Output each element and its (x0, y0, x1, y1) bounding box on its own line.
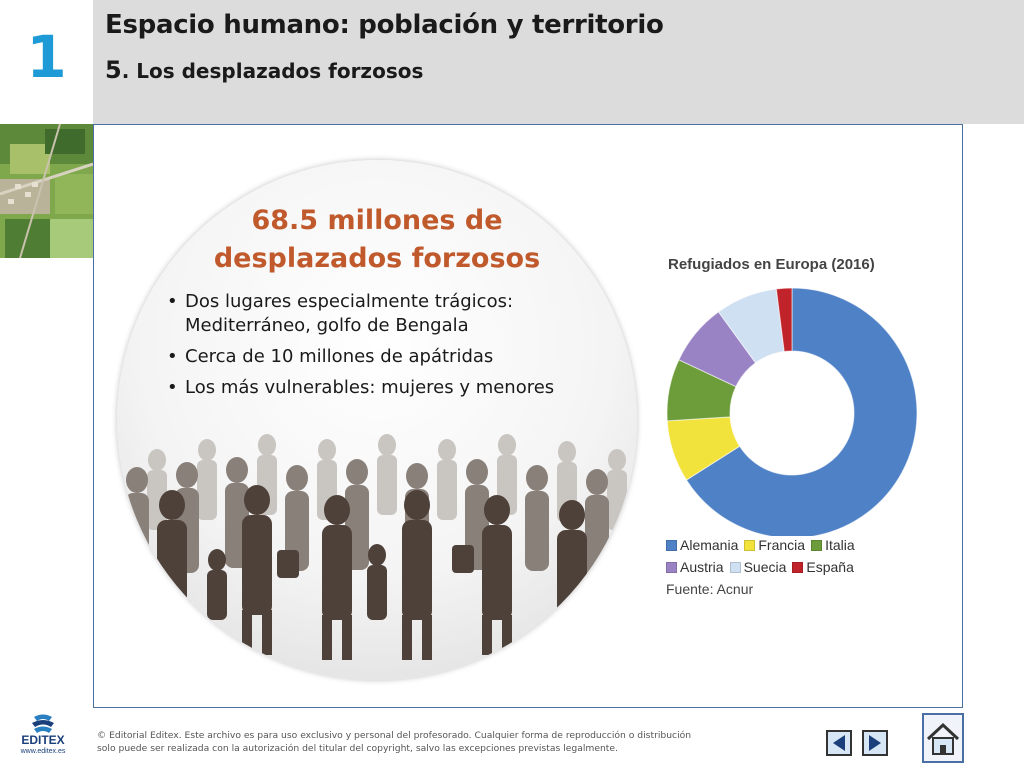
legend-swatch (744, 539, 756, 551)
bullet-item: Dos lugares especialmente trágicos: Medi… (167, 290, 607, 338)
header-bar: Espacio humano: población y territorio 5… (93, 0, 1024, 124)
legend-item-austria: Austria (666, 559, 724, 575)
illustration-circle: 68.5 millones de desplazados forzosos Do… (117, 160, 637, 680)
copyright-line-1: © Editorial Editex. Este archivo es para… (97, 730, 692, 741)
legend-swatch (811, 539, 823, 551)
legend-row: Alemania Francia Italia (666, 534, 926, 556)
section-title: . Los desplazados forzosos (121, 59, 424, 83)
legend-item-suecia: Suecia (729, 559, 787, 575)
legend-label: Italia (825, 537, 855, 553)
legend-swatch (666, 539, 677, 551)
logo-text: EDITEX (21, 733, 65, 747)
legend-swatch (666, 561, 677, 573)
chapter-badge: 1 (0, 0, 93, 124)
next-slide-button[interactable] (862, 730, 888, 756)
legend-row: Austria Suecia España (666, 556, 926, 578)
legend-item-francia: Francia (744, 537, 805, 553)
page-title: Espacio humano: población y territorio (105, 10, 664, 40)
legend-label: Suecia (743, 559, 787, 575)
previous-slide-button[interactable] (826, 730, 852, 756)
editex-logo: EDITEX www.editex.es (12, 713, 74, 763)
donut-chart (666, 287, 918, 536)
chapter-number: 1 (26, 23, 67, 91)
arrow-right-icon (869, 735, 881, 751)
legend-label: Francia (758, 537, 806, 553)
legend-label: España (806, 559, 854, 575)
copyright-line-2: solo puede ser realizada con la autoriza… (97, 743, 618, 754)
donut-slice-alemania (685, 287, 918, 536)
legend-label: Austria (680, 559, 724, 575)
chart-title: Refugiados en Europa (2016) (668, 256, 875, 273)
landscape-photo (0, 124, 93, 258)
logo-mark-icon (32, 714, 54, 733)
headline-line-1: 68.5 millones de (251, 205, 503, 236)
home-icon (926, 722, 960, 755)
chart-legend: Alemania Francia Italia Austria Suecia España (666, 534, 926, 578)
legend-item-alemania: Alemania (666, 537, 738, 553)
section-number: 5 (105, 56, 122, 84)
section-subtitle: 5. Los desplazados forzosos (105, 56, 423, 84)
chart-source: Fuente: Acnur (666, 581, 754, 597)
legend-item-italia: Italia (811, 537, 855, 553)
bullet-item: Cerca de 10 millones de apátridas (167, 345, 607, 369)
headline: 68.5 millones de desplazados forzosos (117, 202, 637, 278)
logo-url: www.editex.es (20, 748, 66, 755)
legend-item-españa: España (792, 559, 854, 575)
home-button[interactable] (922, 713, 964, 763)
arrow-left-icon (833, 735, 845, 751)
legend-swatch (792, 561, 804, 573)
legend-label: Alemania (680, 537, 739, 553)
crowd-silhouettes (125, 434, 627, 660)
donut-slice-españa (775, 287, 793, 353)
bullet-list: Dos lugares especialmente trágicos: Medi… (167, 290, 607, 407)
headline-line-2: desplazados forzosos (213, 243, 541, 274)
copyright-notice: © Editorial Editex. Este archivo es para… (97, 729, 717, 755)
bullet-item: Los más vulnerables: mujeres y menores (167, 376, 607, 400)
legend-swatch (729, 561, 741, 573)
